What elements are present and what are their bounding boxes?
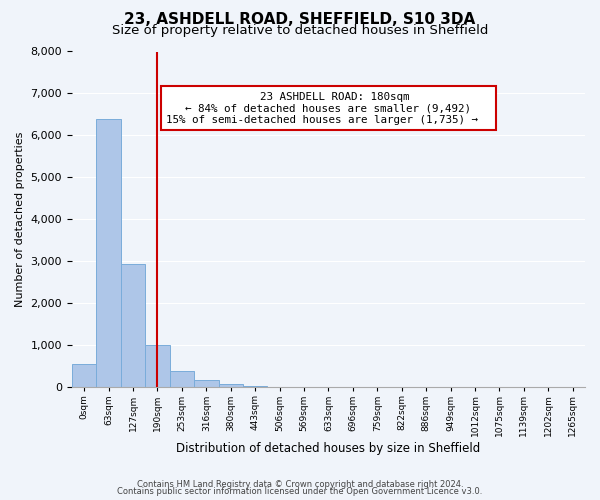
Text: 23, ASHDELL ROAD, SHEFFIELD, S10 3DA: 23, ASHDELL ROAD, SHEFFIELD, S10 3DA — [124, 12, 476, 28]
X-axis label: Distribution of detached houses by size in Sheffield: Distribution of detached houses by size … — [176, 442, 481, 455]
Bar — [121, 264, 145, 388]
Bar — [97, 118, 121, 388]
Text: Contains HM Land Registry data © Crown copyright and database right 2024.: Contains HM Land Registry data © Crown c… — [137, 480, 463, 489]
Bar — [145, 346, 170, 388]
Bar — [194, 380, 218, 388]
Text: Size of property relative to detached houses in Sheffield: Size of property relative to detached ho… — [112, 24, 488, 37]
Bar — [170, 372, 194, 388]
Bar — [218, 384, 243, 388]
Text: 23 ASHDELL ROAD: 180sqm
← 84% of detached houses are smaller (9,492)
15% of semi: 23 ASHDELL ROAD: 180sqm ← 84% of detache… — [166, 92, 491, 125]
Y-axis label: Number of detached properties: Number of detached properties — [15, 132, 25, 307]
Text: Contains public sector information licensed under the Open Government Licence v3: Contains public sector information licen… — [118, 487, 482, 496]
Bar — [72, 364, 97, 388]
Bar — [243, 386, 268, 388]
